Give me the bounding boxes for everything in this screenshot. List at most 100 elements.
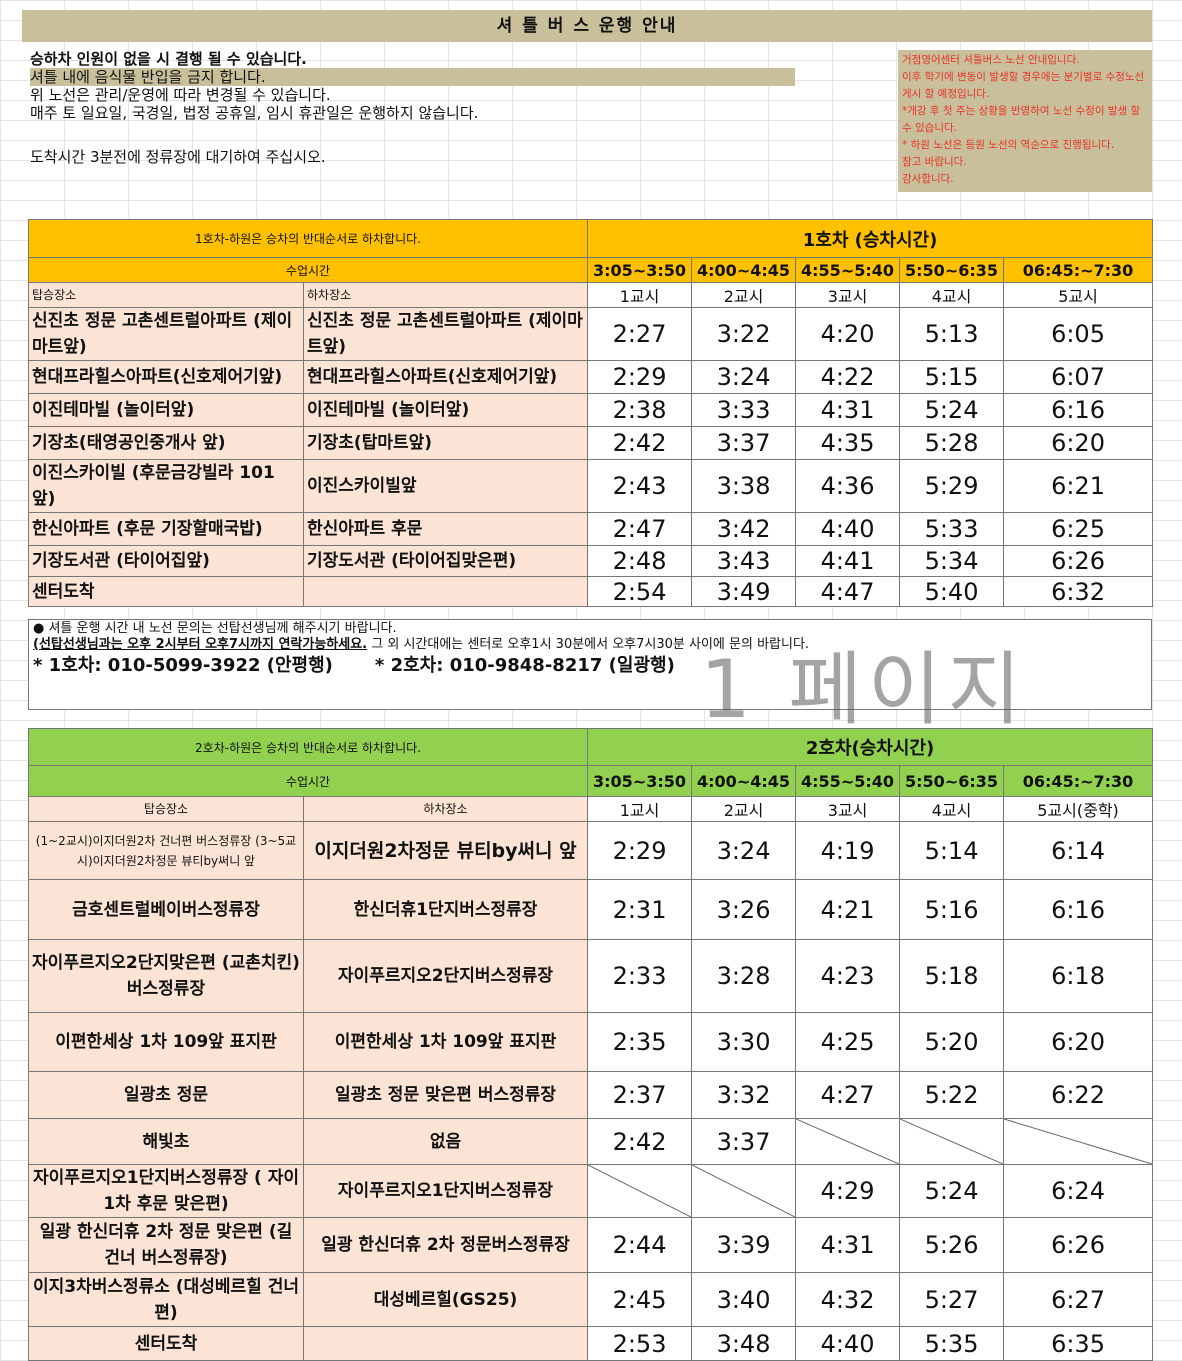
departure-time: 3:28 — [691, 939, 797, 1013]
dropoff-stop: 이편한세상 1차 109앞 표지판 — [302, 1012, 589, 1072]
period-header: 3교시 — [795, 282, 901, 308]
period-header: 3교시 — [795, 796, 901, 822]
departure-time: 2:37 — [587, 1071, 693, 1119]
departure-time: 4:32 — [795, 1272, 901, 1327]
departure-time: 4:41 — [795, 545, 901, 577]
departure-time: 3:49 — [691, 576, 797, 607]
dropoff-stop: 이진테마빌 (놀이터앞) — [302, 393, 589, 427]
departure-time: 5:14 — [899, 821, 1005, 880]
phone-bus2: * 2호차: 010-9848-8217 (일광행) — [374, 655, 675, 676]
departure-time: 5:22 — [899, 1071, 1005, 1119]
route-note: 1호차-하원은 승차의 반대순서로 하차합니다. — [27, 219, 589, 258]
table-row: 센터도착 2:54 3:49 4:47 5:40 6:32 — [28, 576, 1154, 607]
bus2-timetable: 2호차-하원은 승차의 반대순서로 하차합니다. 2호차(승차시간) 수업시간 3:0… — [27, 728, 1154, 1361]
dropoff-stop: 일광초 정문 맞은편 버스정류장 — [302, 1071, 589, 1119]
departure-time: 4:31 — [795, 393, 901, 427]
note-spacer — [30, 122, 795, 148]
no-service-cell — [899, 1118, 1005, 1165]
class-time-label: 수업시간 — [27, 765, 589, 797]
departure-time: 4:22 — [795, 360, 901, 394]
departure-time: 4:23 — [795, 939, 901, 1013]
departure-time: 4:19 — [795, 821, 901, 880]
dropoff-stop: 기장초(탑마트앞) — [302, 426, 589, 460]
departure-time: 3:39 — [691, 1217, 797, 1273]
departure-time: 6:16 — [1003, 879, 1154, 940]
boarding-stop: 일광초 정문 — [28, 1071, 304, 1119]
table-row: 이진테마빌 (놀이터앞) 이진테마빌 (놀이터앞) 2:38 3:33 4:31 5:24… — [28, 393, 1154, 427]
departure-time: 5:13 — [899, 307, 1005, 361]
dropoff-stop — [302, 1326, 589, 1361]
departure-time: 3:22 — [691, 307, 797, 361]
time-range: 3:05~3:50 — [587, 257, 693, 283]
table-row: 기장도서관 (타이어집앞) 기장도서관 (타이어집맞은편) 2:48 3:43 4:41… — [28, 545, 1154, 577]
table-row: 자이푸르지오1단지버스정류장 ( 자이 1차 후문 맞은편) 자이푸르지오1단지버… — [28, 1164, 1154, 1218]
side-line: * 하원 노선은 등원 노선의 역순으로 진행됩니다. — [902, 139, 1115, 151]
notice-underlined: (선탑선생님과는 오후 2시부터 오후7시까지 연락가능하세요. — [33, 637, 368, 652]
boarding-stop: 금호센트럴베이버스정류장 — [28, 879, 304, 940]
diagonal-line-icon — [692, 1165, 795, 1217]
boarding-stop: 이편한세상 1차 109앞 표지판 — [28, 1012, 304, 1072]
dropoff-stop: 일광 한신더휴 2차 정문버스정류장 — [302, 1217, 589, 1273]
departure-time: 4:31 — [795, 1217, 901, 1273]
departure-time: 5:18 — [899, 939, 1005, 1013]
note-line: 위 노선은 관리/운영에 따라 변경될 수 있습니다. — [30, 86, 331, 104]
dropoff-stop: 자이푸르지오1단지버스정류장 — [302, 1164, 589, 1218]
table-row: 기장초(태영공인중개사 앞) 기장초(탑마트앞) 2:42 3:37 4:35 5:28 6… — [28, 426, 1154, 460]
departure-time: 6:20 — [1003, 1012, 1154, 1072]
departure-time: 5:16 — [899, 879, 1005, 940]
departure-time: 2:48 — [587, 545, 693, 577]
dropoff-stop: 한신더휴1단지버스정류장 — [302, 879, 589, 940]
departure-time: 6:24 — [1003, 1164, 1154, 1218]
time-range: 06:45:~7:30 — [1003, 257, 1154, 283]
boarding-stop: 한신아파트 (후문 기장할매국밥) — [28, 512, 304, 546]
side-line: *개강 후 첫 주는 상황을 반영하여 노선 수정이 발생 할 수 있습니다. — [902, 105, 1141, 134]
departure-time: 3:40 — [691, 1272, 797, 1327]
departure-time: 6:32 — [1003, 576, 1154, 607]
departure-time: 2:54 — [587, 576, 693, 607]
dropoff-stop: 신진초 정문 고촌센트럴아파트 (제이마트앞) — [302, 307, 589, 361]
dropoff-stop — [302, 576, 589, 607]
period-header: 2교시 — [691, 796, 797, 822]
period-header: 4교시 — [899, 282, 1005, 308]
table-row: 센터도착 2:53 3:48 4:40 5:35 6:35 — [28, 1326, 1154, 1361]
departure-time: 4:21 — [795, 879, 901, 940]
bus1-timetable: 1호차-하원은 승차의 반대순서로 하차합니다. 1호차 (승차시간) 수업시간 3:… — [27, 219, 1154, 607]
note-line: 승하차 인원이 없을 시 결행 될 수 있습니다. — [30, 50, 307, 68]
dropoff-stop: 기장도서관 (타이어집맞은편) — [302, 545, 589, 577]
dropoff-stop: 한신아파트 후문 — [302, 512, 589, 546]
period-header: 5교시 — [1003, 282, 1154, 308]
contact-notice: ● 셔틀 운행 시간 내 노선 문의는 선탑선생님께 해주시기 바랍니다. (선… — [28, 619, 1152, 710]
departure-time: 6:35 — [1003, 1326, 1154, 1361]
no-service-cell — [1003, 1118, 1154, 1165]
note-line: 매주 토 일요일, 국경일, 법정 공휴일, 임시 휴관일은 운행하지 않습니다… — [30, 104, 479, 122]
phone-bus1: * 1호차: 010-5099-3922 (안평행) — [33, 655, 333, 676]
boarding-stop: 자이푸르지오1단지버스정류장 ( 자이 1차 후문 맞은편) — [28, 1164, 304, 1218]
departure-time: 3:30 — [691, 1012, 797, 1072]
departure-time: 4:47 — [795, 576, 901, 607]
boarding-stop: (1~2교시)이지더원2차 건너편 버스정류장 (3~5교시)이지더원2차정문 … — [28, 821, 304, 880]
departure-time: 5:24 — [899, 1164, 1005, 1218]
period-header: 2교시 — [691, 282, 797, 308]
side-line: 참고 바랍니다. — [902, 156, 967, 168]
dropoff-stop: 현대프라힐스아파트(신호제어기앞) — [302, 360, 589, 394]
departure-time: 3:24 — [691, 821, 797, 880]
no-service-cell — [691, 1164, 797, 1218]
departure-time: 3:26 — [691, 879, 797, 940]
notice-line: 그 외 시간대에는 센터로 오후1시 30분에서 오후7시30분 사이에 문의 … — [367, 637, 810, 652]
departure-time: 5:20 — [899, 1012, 1005, 1072]
table-row: 일광초 정문 일광초 정문 맞은편 버스정류장 2:37 3:32 4:27 5:22 6:… — [28, 1071, 1154, 1119]
departure-time: 6:16 — [1003, 393, 1154, 427]
side-line: 거점영어센터 셔틀버스 노선 안내입니다. — [902, 54, 1080, 66]
period-header: 1교시 — [587, 282, 693, 308]
table-row: 이지3차버스정류소 (대성베르힐 건너편) 대성베르힐(GS25) 2:45 3:40… — [28, 1272, 1154, 1327]
departure-time: 5:34 — [899, 545, 1005, 577]
departure-time: 4:20 — [795, 307, 901, 361]
departure-time: 3:33 — [691, 393, 797, 427]
departure-time: 5:27 — [899, 1272, 1005, 1327]
dropoff-stop: 자이푸르지오2단지버스정류장 — [302, 939, 589, 1013]
departure-time: 2:42 — [587, 426, 693, 460]
departure-time: 2:38 — [587, 393, 693, 427]
departure-time: 5:26 — [899, 1217, 1005, 1273]
departure-time: 6:22 — [1003, 1071, 1154, 1119]
departure-time: 2:29 — [587, 821, 693, 880]
